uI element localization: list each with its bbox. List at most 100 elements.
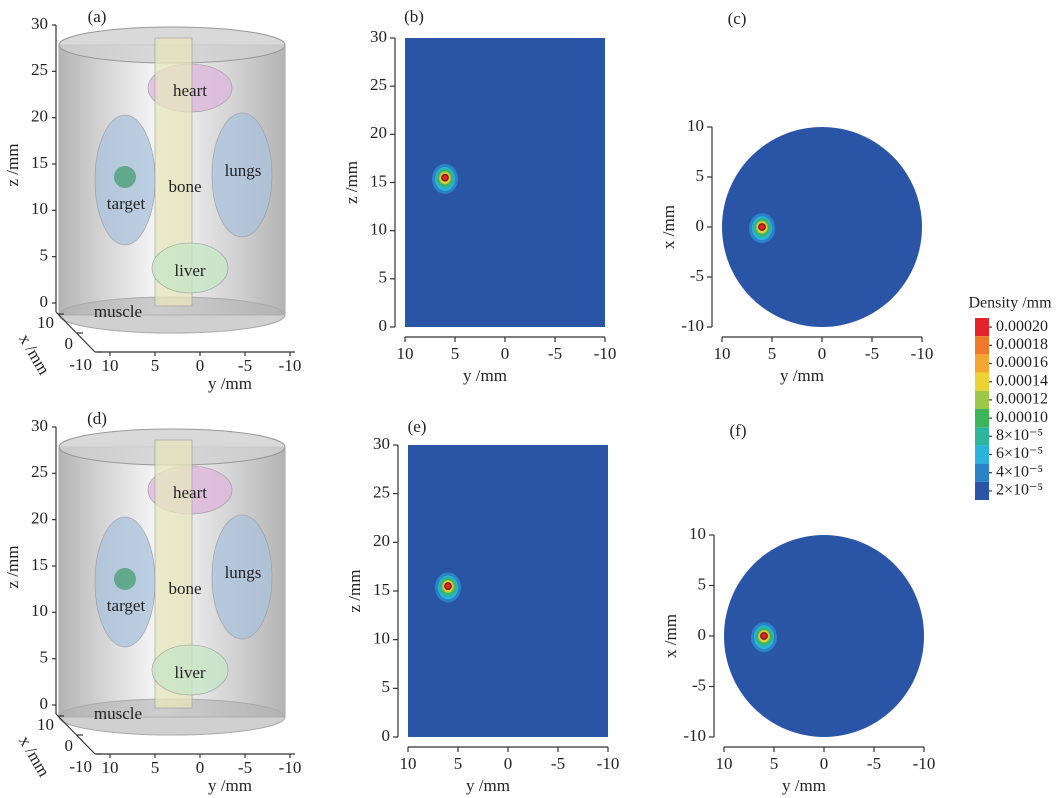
z-tick-label: 20 bbox=[31, 107, 48, 126]
x-tick-label: 10 bbox=[397, 344, 414, 363]
y-tick-label: 0 bbox=[379, 316, 388, 335]
hotspot bbox=[442, 174, 448, 180]
organ-label: liver bbox=[174, 663, 205, 682]
colorbar-tick-label: 4×10⁻⁵ bbox=[996, 463, 1043, 480]
x-tick-label: -10 bbox=[597, 754, 620, 773]
organ-label: heart bbox=[173, 483, 207, 502]
y-tick-label: 5 bbox=[151, 758, 160, 777]
x-tick-label: -5 bbox=[867, 754, 881, 773]
y-tick-label: 10 bbox=[687, 116, 704, 135]
target-blob bbox=[114, 568, 136, 590]
colorbar-swatch bbox=[975, 354, 989, 372]
y-tick-label: 0 bbox=[196, 356, 205, 375]
x-tick-label: 10 bbox=[37, 313, 54, 332]
y-tick-label: -10 bbox=[279, 356, 302, 375]
y-tick-label: -5 bbox=[692, 675, 706, 694]
y-tick-label: 20 bbox=[373, 531, 390, 550]
y-tick-label: 30 bbox=[373, 434, 390, 453]
x-tick-label: -10 bbox=[69, 757, 92, 776]
colorbar-tick-label: 2×10⁻⁵ bbox=[996, 482, 1043, 499]
x-tick-label: -10 bbox=[594, 344, 617, 363]
x-tick-label: -5 bbox=[551, 754, 565, 773]
hotspot bbox=[445, 583, 451, 589]
colorbar-tick-label: 0.00010 bbox=[996, 409, 1048, 426]
z-tick-label: 0 bbox=[40, 694, 49, 713]
colorbar-swatch bbox=[975, 318, 989, 336]
x-tick-label: 5 bbox=[451, 344, 460, 363]
z-tick-label: 0 bbox=[40, 292, 49, 311]
z-tick-label: 5 bbox=[40, 648, 49, 667]
target-blob bbox=[114, 166, 136, 188]
y-tick-label: 10 bbox=[102, 758, 119, 777]
y-tick-label: 5 bbox=[698, 574, 707, 593]
x-tick-label: 10 bbox=[400, 754, 417, 773]
x-tick-label: 0 bbox=[65, 736, 74, 755]
x-axis-label: y /mm bbox=[782, 776, 826, 795]
x-tick-label: 10 bbox=[714, 344, 731, 363]
z-axis-label: z /mm bbox=[3, 144, 22, 187]
z-tick-label: 25 bbox=[31, 60, 48, 79]
y-tick-label: 15 bbox=[373, 580, 390, 599]
colorbar-tick-label: 0.00014 bbox=[996, 372, 1048, 389]
x-tick-label: 0 bbox=[820, 754, 829, 773]
x-tick-label: 5 bbox=[768, 344, 777, 363]
colorbar-swatch bbox=[975, 409, 989, 427]
y-tick-label: 5 bbox=[382, 677, 391, 696]
organ-label: muscle bbox=[94, 704, 142, 723]
y-tick-label: -5 bbox=[238, 356, 252, 375]
y-tick-label: 25 bbox=[370, 75, 387, 94]
y-axis-label: y /mm bbox=[208, 776, 252, 795]
x-tick-label: 5 bbox=[454, 754, 463, 773]
colorbar-tick-label: 8×10⁻⁵ bbox=[996, 427, 1043, 444]
y-tick-label: 25 bbox=[373, 483, 390, 502]
x-tick-label: -10 bbox=[69, 355, 92, 374]
panel-label: (f) bbox=[730, 421, 747, 440]
z-axis-label: z /mm bbox=[3, 546, 22, 589]
z-tick-label: 10 bbox=[31, 199, 48, 218]
y-axis-label: x /mm bbox=[659, 205, 678, 249]
x-tick-label: -10 bbox=[913, 754, 936, 773]
hotspot bbox=[761, 633, 767, 639]
colorbar-tick-label: 0.00020 bbox=[996, 318, 1048, 335]
colorbar-swatch bbox=[975, 373, 989, 391]
y-axis-label: z /mm bbox=[345, 570, 364, 613]
y-tick-label: 30 bbox=[370, 27, 387, 46]
y-tick-label: 10 bbox=[373, 629, 390, 648]
y-tick-label: 15 bbox=[370, 171, 387, 190]
organ-label: lungs bbox=[225, 563, 262, 582]
z-tick-label: 10 bbox=[31, 601, 48, 620]
figure: heart lungs target bone liver muscle 0 5 10 15 20 2… bbox=[0, 0, 1062, 798]
organ-label: bone bbox=[168, 177, 201, 196]
organ-label: muscle bbox=[94, 302, 142, 321]
x-axis-label: y /mm bbox=[463, 366, 507, 385]
z-tick-label: 30 bbox=[31, 14, 48, 33]
y-tick-label: 10 bbox=[689, 524, 706, 543]
panel-label: (e) bbox=[408, 417, 427, 436]
colorbar-swatch bbox=[975, 391, 989, 409]
z-tick-label: 5 bbox=[40, 246, 49, 265]
z-tick-label: 30 bbox=[31, 416, 48, 435]
colorbar-tick-label: 0.00018 bbox=[996, 336, 1048, 353]
organ-label: target bbox=[107, 596, 146, 615]
organ-label: heart bbox=[173, 81, 207, 100]
x-tick-label: 0 bbox=[504, 754, 513, 773]
x-axis-label: y /mm bbox=[780, 366, 824, 385]
z-tick-label: 25 bbox=[31, 462, 48, 481]
y-tick-label: -10 bbox=[683, 726, 706, 745]
x-tick-label: 5 bbox=[770, 754, 779, 773]
hotspot bbox=[759, 224, 765, 230]
x-axis-label: y /mm bbox=[466, 776, 510, 795]
colorbar-tick-label: 0.00016 bbox=[996, 354, 1048, 371]
z-tick-label: 15 bbox=[31, 555, 48, 574]
y-tick-label: -10 bbox=[681, 316, 704, 335]
colorbar-title: Density /mm bbox=[968, 295, 1052, 312]
z-tick-label: 20 bbox=[31, 509, 48, 528]
colorbar-swatch bbox=[975, 336, 989, 354]
y-tick-label: 10 bbox=[102, 356, 119, 375]
x-tick-label: 0 bbox=[65, 334, 74, 353]
y-tick-label: 20 bbox=[370, 123, 387, 142]
colorbar-tick-label: 0.00012 bbox=[996, 391, 1048, 408]
panel-label: (d) bbox=[87, 409, 107, 428]
y-tick-label: 0 bbox=[196, 758, 205, 777]
panel-label: (c) bbox=[728, 9, 747, 28]
